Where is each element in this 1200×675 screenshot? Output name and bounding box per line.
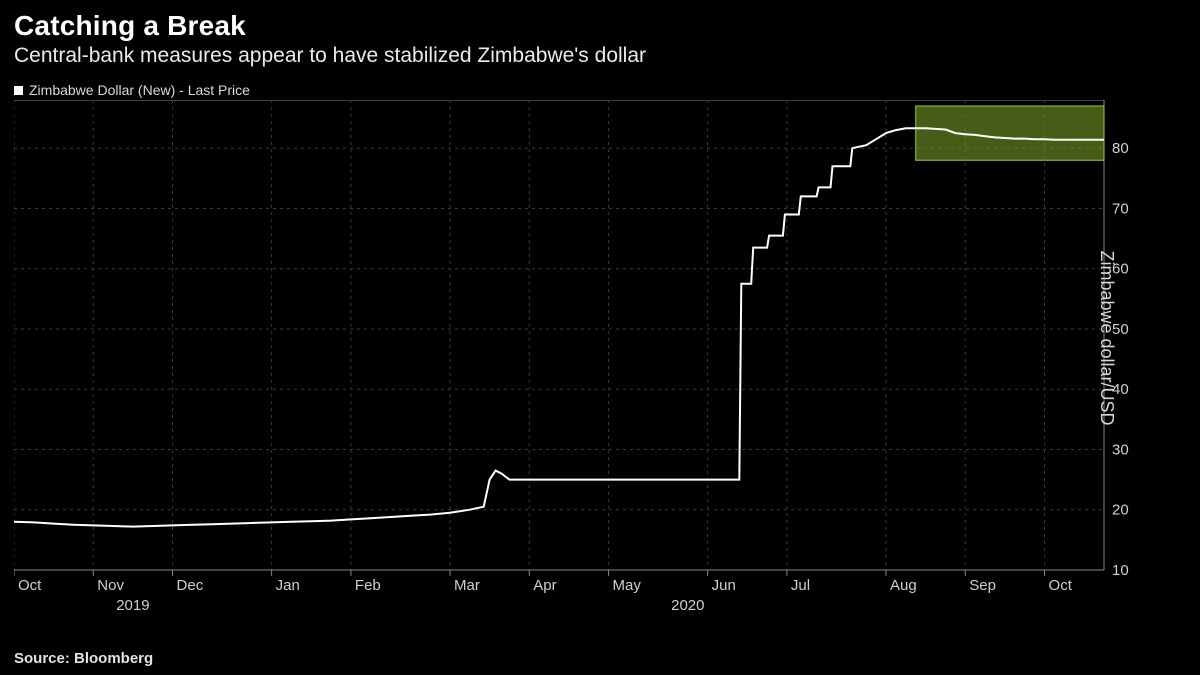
svg-text:Oct: Oct: [1049, 577, 1073, 594]
svg-text:30: 30: [1112, 441, 1129, 458]
legend-marker: [14, 86, 23, 95]
chart-area: 1020304050607080OctNovDecJanFebMarAprMay…: [14, 100, 1186, 630]
svg-text:2019: 2019: [116, 597, 149, 614]
legend: Zimbabwe Dollar (New) - Last Price: [14, 82, 250, 98]
y-axis-title: Zimbabwe dollar/USD: [1096, 250, 1117, 425]
svg-text:Nov: Nov: [97, 577, 124, 594]
chart-svg: 1020304050607080OctNovDecJanFebMarAprMay…: [14, 100, 1186, 630]
svg-text:20: 20: [1112, 502, 1129, 519]
legend-label: Zimbabwe Dollar (New) - Last Price: [29, 82, 250, 98]
svg-text:Oct: Oct: [18, 577, 42, 594]
svg-text:Jan: Jan: [276, 577, 300, 594]
svg-text:Mar: Mar: [454, 577, 480, 594]
chart-subtitle: Central-bank measures appear to have sta…: [14, 44, 1186, 68]
svg-text:70: 70: [1112, 200, 1129, 217]
svg-text:Aug: Aug: [890, 577, 917, 594]
svg-text:Dec: Dec: [177, 577, 204, 594]
svg-text:May: May: [613, 577, 642, 594]
svg-text:10: 10: [1112, 562, 1129, 579]
svg-text:Apr: Apr: [533, 577, 556, 594]
svg-text:2020: 2020: [671, 597, 704, 614]
svg-text:Sep: Sep: [969, 577, 996, 594]
svg-text:Jun: Jun: [712, 577, 736, 594]
svg-text:Feb: Feb: [355, 577, 381, 594]
chart-title: Catching a Break: [14, 10, 1186, 42]
title-block: Catching a Break Central-bank measures a…: [0, 0, 1200, 72]
source-attribution: Source: Bloomberg: [14, 650, 153, 667]
svg-text:Jul: Jul: [791, 577, 810, 594]
svg-text:80: 80: [1112, 140, 1129, 157]
